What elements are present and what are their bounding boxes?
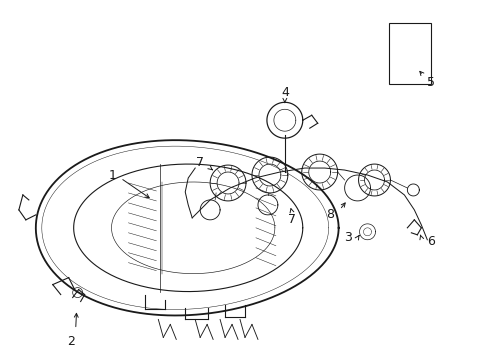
Text: 7: 7 — [196, 156, 204, 168]
Text: 7: 7 — [288, 213, 296, 226]
Text: 8: 8 — [326, 208, 334, 221]
Text: 3: 3 — [343, 231, 351, 244]
Text: 6: 6 — [427, 235, 435, 248]
Text: 5: 5 — [427, 76, 435, 89]
Bar — [390, 23, 431, 84]
Text: 1: 1 — [109, 168, 117, 181]
Text: 2: 2 — [67, 335, 74, 348]
Text: 4: 4 — [281, 86, 289, 99]
